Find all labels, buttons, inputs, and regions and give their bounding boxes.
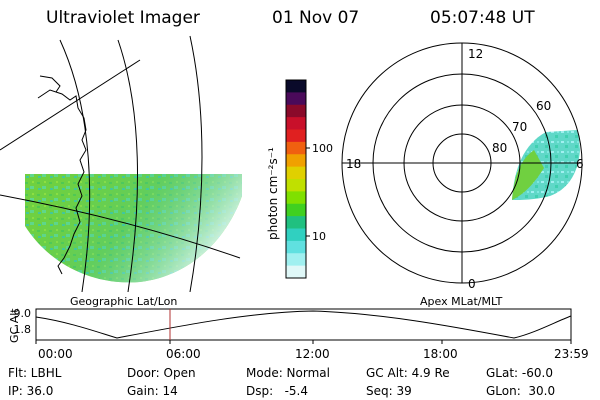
geographic-map bbox=[0, 35, 242, 292]
left-panel-caption: Geographic Lat/Lon bbox=[70, 295, 178, 308]
parallel-line bbox=[0, 59, 141, 151]
coastline bbox=[37, 89, 87, 275]
lat-label-60: 60 bbox=[536, 99, 551, 113]
altitude-plot-frame bbox=[35, 308, 572, 341]
colorbar-segment bbox=[286, 216, 306, 230]
meridian-line bbox=[189, 35, 203, 292]
colorbar-unit-label: photon cm⁻²s⁻¹ bbox=[266, 147, 280, 240]
altitude-ytick: 9.0 bbox=[14, 307, 32, 320]
colorbar-segment bbox=[286, 166, 306, 180]
colorbar-segment bbox=[286, 203, 306, 217]
mlt-label-6: 6 bbox=[576, 157, 584, 171]
colorbar-segment bbox=[286, 117, 306, 131]
colorbar-segment bbox=[286, 191, 306, 205]
meridian-line bbox=[59, 39, 91, 292]
colorbar-segment bbox=[286, 141, 306, 155]
altitude-ytick: 1.8 bbox=[14, 323, 32, 336]
info-glon: GLon: 30.0 bbox=[486, 384, 556, 398]
colorbar-segment bbox=[286, 253, 306, 267]
info-mode: Mode: Normal bbox=[246, 366, 330, 380]
altitude-plot: 9.0 1.8 GC Alt 00:00 06:00 12:00 18:00 2… bbox=[8, 307, 589, 361]
time-label: 05:07:48 UT bbox=[430, 8, 535, 28]
colorbar-segment bbox=[286, 265, 306, 279]
info-gain: Gain: 14 bbox=[127, 384, 178, 398]
info-seq: Seq: 39 bbox=[366, 384, 412, 398]
altitude-xtick: 00:00 bbox=[38, 347, 73, 361]
colorbar-segment bbox=[286, 228, 306, 242]
mlt-label-0: 0 bbox=[468, 277, 476, 291]
right-panel-caption: Apex MLat/MLT bbox=[420, 295, 503, 308]
info-flt: Flt: LBHL bbox=[8, 366, 62, 380]
coastline bbox=[39, 75, 61, 93]
polar-plot: 12 18 6 0 60 70 80 bbox=[341, 42, 584, 291]
altitude-xtick: 12:00 bbox=[295, 347, 330, 361]
instrument-title: Ultraviolet Imager bbox=[46, 8, 200, 28]
mlt-label-18: 18 bbox=[346, 157, 361, 171]
mlt-label-12: 12 bbox=[468, 47, 483, 61]
colorbar-segment bbox=[286, 179, 306, 192]
colorbar-segment bbox=[286, 240, 306, 254]
colorbar-segment bbox=[286, 92, 306, 106]
altitude-ylabel: GC Alt bbox=[8, 308, 21, 343]
altitude-xtick: 18:00 bbox=[423, 347, 458, 361]
colorbar-segment bbox=[286, 129, 306, 143]
colorbar-tick-label: 10 bbox=[312, 230, 326, 243]
colorbar-segment bbox=[286, 80, 306, 93]
info-gc-alt: GC Alt: 4.9 Re bbox=[366, 366, 450, 380]
date-label: 01 Nov 07 bbox=[272, 8, 360, 28]
colorbar bbox=[286, 80, 306, 279]
altitude-xtick: 23:59 bbox=[554, 347, 589, 361]
info-dsp: Dsp: -5.4 bbox=[246, 384, 309, 398]
altitude-curve bbox=[35, 310, 572, 339]
info-ip: IP: 36.0 bbox=[8, 384, 54, 398]
colorbar-segment bbox=[286, 154, 306, 168]
lat-label-70: 70 bbox=[512, 120, 527, 134]
parallel-line bbox=[0, 194, 241, 259]
colorbar-tick-label: 100 bbox=[312, 142, 333, 155]
altitude-xtick: 06:00 bbox=[166, 347, 201, 361]
info-glat: GLat: -60.0 bbox=[486, 366, 553, 380]
info-door: Door: Open bbox=[127, 366, 196, 380]
colorbar-frame bbox=[285, 79, 307, 279]
colorbar-segment bbox=[286, 104, 306, 118]
meridian-line bbox=[117, 39, 138, 292]
lat-label-80: 80 bbox=[492, 141, 507, 155]
